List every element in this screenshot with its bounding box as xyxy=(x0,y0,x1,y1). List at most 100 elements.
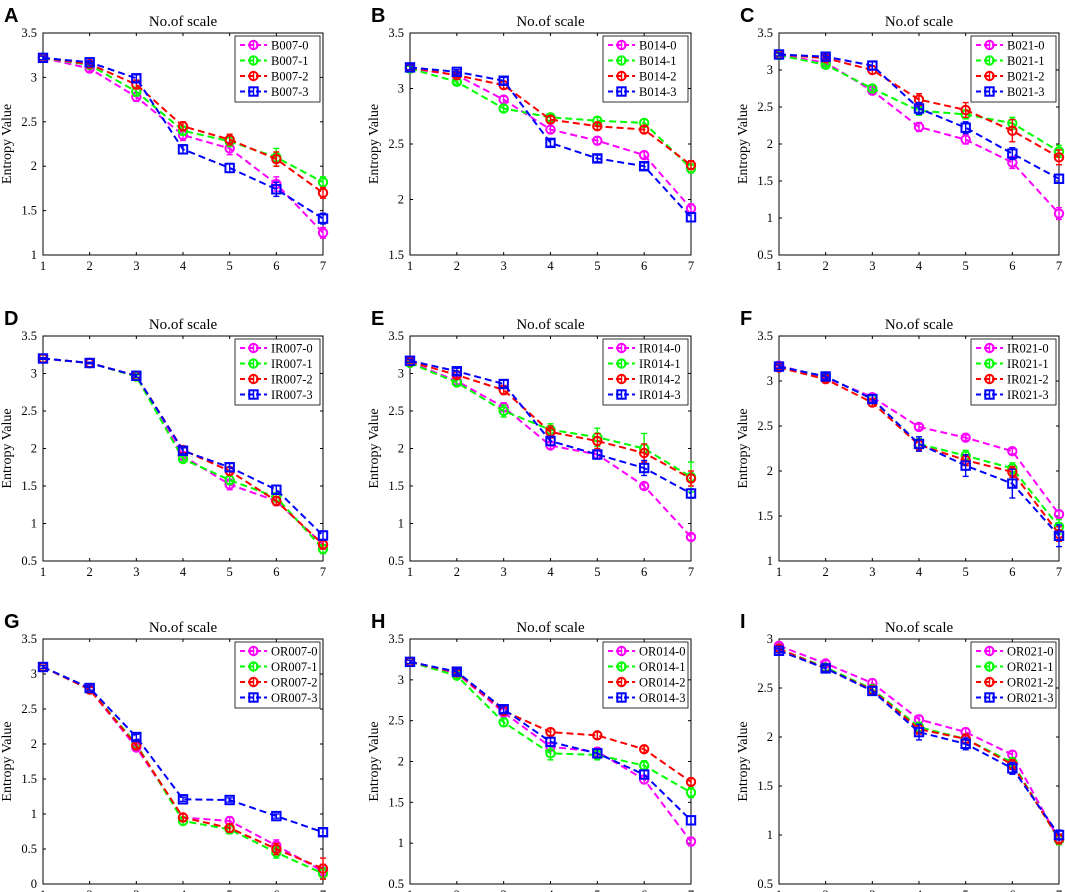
data-point xyxy=(545,137,556,149)
data-point xyxy=(545,114,556,125)
data-point xyxy=(820,371,831,382)
y-tick-label: 3.5 xyxy=(388,632,404,646)
data-point xyxy=(960,104,971,116)
y-tick-label: 1 xyxy=(398,836,404,850)
data-point xyxy=(451,666,463,677)
x-tick-label: 6 xyxy=(1009,888,1015,892)
x-tick-label: 1 xyxy=(40,259,46,273)
data-point xyxy=(1053,152,1065,163)
data-point xyxy=(685,815,697,826)
data-point xyxy=(638,447,650,459)
y-tick-label: 1.5 xyxy=(388,795,404,809)
legend-marker xyxy=(984,661,995,672)
legend-marker xyxy=(984,645,995,657)
y-tick-label: 3 xyxy=(767,63,773,77)
data-point xyxy=(271,843,282,855)
data-point xyxy=(820,663,831,674)
data-point xyxy=(1053,208,1065,219)
legend-marker xyxy=(616,373,627,385)
panel-letter: D xyxy=(4,308,18,330)
x-tick-label: 6 xyxy=(1009,259,1015,273)
legend-marker xyxy=(248,55,259,66)
y-tick-label: 2 xyxy=(31,159,37,173)
x-tick-label: 4 xyxy=(180,888,187,892)
data-point xyxy=(685,836,697,847)
y-tick-label: 2.5 xyxy=(388,137,404,151)
legend-marker xyxy=(984,342,995,354)
legend-marker xyxy=(616,692,627,703)
data-point xyxy=(960,738,971,750)
data-point xyxy=(224,462,235,473)
data-point xyxy=(867,83,878,94)
data-point xyxy=(317,863,329,874)
x-tick-label: 3 xyxy=(501,888,507,892)
legend-label: IR014-1 xyxy=(639,357,681,371)
data-point xyxy=(913,121,925,133)
chart-panel-a: A No.of scale 1 2 3 4 5 6 7 1 1.5 2 2.5 3 3.5 Entropy V… xyxy=(0,5,329,273)
data-point xyxy=(638,744,650,755)
x-tick-label: 2 xyxy=(87,888,93,892)
x-tick-label: 1 xyxy=(407,565,413,579)
y-tick-label: 1.5 xyxy=(21,479,37,493)
x-tick-label: 4 xyxy=(916,565,923,579)
y-tick-label: 3.5 xyxy=(21,632,37,646)
data-point xyxy=(592,135,603,146)
y-tick-label: 0.5 xyxy=(757,877,773,891)
x-tick-label: 5 xyxy=(594,259,600,273)
data-point xyxy=(867,60,878,71)
panel-letter: B xyxy=(371,5,385,27)
x-tick-label: 7 xyxy=(320,259,326,273)
data-point xyxy=(773,49,785,60)
legend-label: OR007-0 xyxy=(271,645,318,659)
data-point xyxy=(685,473,697,484)
data-point xyxy=(37,353,49,364)
x-tick-label: 7 xyxy=(1056,565,1062,579)
data-point xyxy=(271,484,282,495)
x-tick-label: 1 xyxy=(40,565,46,579)
y-tick-label: 2 xyxy=(767,464,773,478)
data-point xyxy=(271,184,282,195)
y-tick-label: 1 xyxy=(767,828,773,842)
y-tick-label: 2.5 xyxy=(757,681,773,695)
x-tick-label: 4 xyxy=(547,259,554,273)
x-tick-label: 3 xyxy=(869,565,875,579)
legend-label: IR007-2 xyxy=(271,373,313,387)
x-tick-label: 3 xyxy=(501,565,507,579)
legend-marker xyxy=(616,39,627,51)
data-point xyxy=(131,73,142,84)
data-point xyxy=(177,794,189,805)
x-tick-label: 2 xyxy=(87,259,93,273)
x-tick-label: 2 xyxy=(823,259,829,273)
data-point xyxy=(545,124,556,135)
legend-marker xyxy=(984,55,995,66)
legend-label: B021-2 xyxy=(1007,70,1045,84)
y-tick-label: 3 xyxy=(31,367,37,381)
legend-marker xyxy=(984,389,995,400)
panel-letter: E xyxy=(371,308,384,330)
data-point xyxy=(271,153,282,165)
data-point xyxy=(271,495,282,507)
data-point xyxy=(592,121,603,132)
panel-letter: C xyxy=(740,5,754,27)
panel-letter: H xyxy=(371,611,385,633)
legend-label: OR021-0 xyxy=(1007,645,1054,659)
legend-marker xyxy=(616,55,627,66)
data-point xyxy=(498,717,509,728)
y-tick-label: 1 xyxy=(31,248,37,262)
y-tick-label: 2 xyxy=(767,137,773,151)
legend-label: OR021-3 xyxy=(1007,691,1054,705)
legend-marker xyxy=(984,373,995,385)
legend-label: IR021-0 xyxy=(1007,342,1049,356)
y-tick-label: 1.5 xyxy=(757,174,773,188)
y-tick-label: 1 xyxy=(398,517,404,531)
legend-marker xyxy=(984,70,995,82)
data-point xyxy=(867,393,878,405)
chart-panel-g: G No.of scale 1 2 3 4 5 6 7 0 0.5 1 1.5 2 2.5 3 3.5 Entro… xyxy=(0,611,329,892)
x-tick-label: 5 xyxy=(594,565,600,579)
legend-label: B007-1 xyxy=(271,54,309,68)
legend-marker xyxy=(248,373,259,385)
legend-marker xyxy=(248,676,259,688)
legend-label: OR007-3 xyxy=(271,691,318,705)
